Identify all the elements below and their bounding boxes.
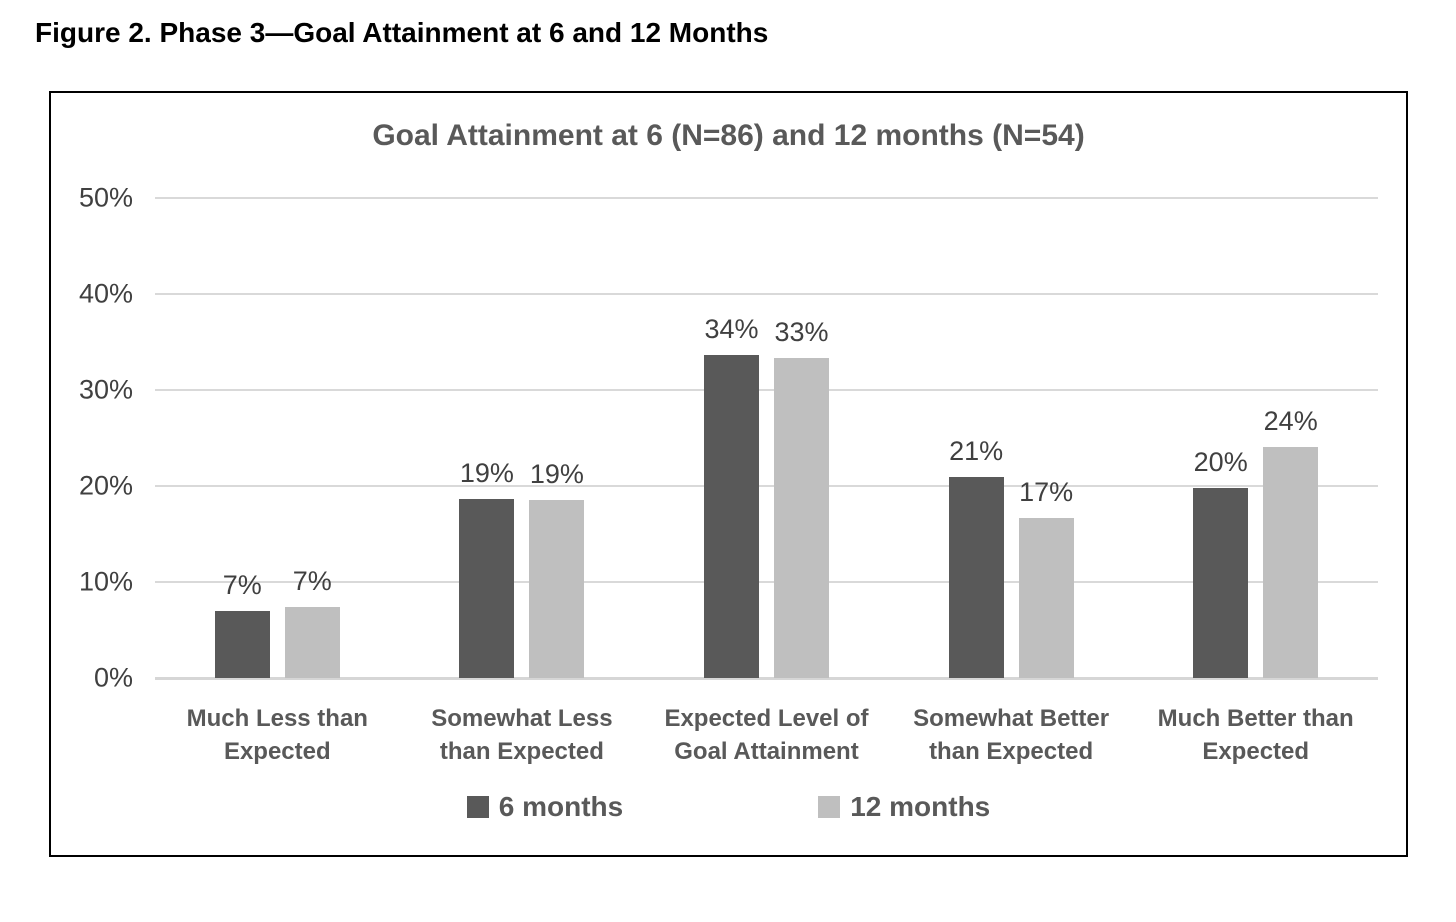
- legend-swatch: [466, 796, 489, 818]
- bar-group: 19% 19% Somewhat Less than Expected: [400, 198, 645, 765]
- category-label: Expected Level of Goal Attainment: [664, 705, 869, 765]
- bar-6-months: [703, 354, 759, 678]
- bar-12-months: [1263, 446, 1319, 678]
- category-label: Somewhat Less than Expected: [431, 705, 613, 765]
- y-axis-tick-label: 20%: [78, 470, 133, 501]
- y-axis-tick-label: 10%: [78, 566, 133, 597]
- gridline: [155, 581, 1378, 583]
- gridline: [155, 389, 1378, 391]
- data-label: 34%: [704, 313, 759, 344]
- gridline: [155, 485, 1378, 487]
- legend: 6 months 12 months: [51, 791, 1406, 823]
- data-label: 7%: [222, 569, 262, 600]
- bar-12-months: [1018, 517, 1074, 678]
- chart-title: Goal Attainment at 6 (N=86) and 12 month…: [372, 119, 1085, 152]
- y-axis-tick-label: 30%: [78, 374, 133, 405]
- bar-group: 21% 17% Somewhat Better than Expected: [889, 198, 1134, 765]
- bar-12-months: [529, 500, 585, 678]
- data-label: 33%: [774, 317, 829, 348]
- category-label: Much Less than Expected: [186, 705, 368, 765]
- y-axis-tick-label: 40%: [78, 278, 133, 309]
- bar-12-months: [284, 607, 340, 678]
- data-label: 20%: [1193, 446, 1248, 477]
- bar-group: 34% 33% Expected Level of Goal Attainment: [644, 198, 889, 766]
- data-label: 19%: [529, 459, 584, 490]
- gridline: [155, 197, 1378, 199]
- data-label: 21%: [949, 436, 1004, 467]
- y-axis-tick-label: 50%: [78, 182, 133, 213]
- bar-6-months: [948, 477, 1004, 678]
- bar-6-months: [459, 499, 515, 678]
- bar-6-months: [214, 610, 270, 678]
- data-label: 17%: [1019, 476, 1074, 507]
- gridline: [155, 293, 1378, 295]
- plot-area: 0% 10% 20% 30% 40% 50% 7% 7% Much Less than Expe…: [79, 183, 1378, 766]
- x-axis-line: [155, 677, 1378, 680]
- data-label: 7%: [292, 566, 332, 596]
- legend-item: 6 months: [466, 791, 624, 823]
- chart-frame: Goal Attainment at 6 (N=86) and 12 month…: [49, 91, 1408, 857]
- y-axis-tick-label: 0%: [93, 662, 133, 693]
- legend-label: 6 months: [498, 791, 624, 822]
- data-label: 19%: [459, 458, 514, 489]
- data-label: 24%: [1263, 405, 1318, 436]
- bar-group: 20% 24% Much Better than Expected: [1133, 198, 1378, 765]
- bar-group: 7% 7% Much Less than Expected: [155, 198, 400, 765]
- figure-caption: Figure 2. Phase 3—Goal Attainment at 6 a…: [35, 17, 769, 48]
- category-label: Much Better than Expected: [1157, 705, 1354, 765]
- legend-swatch: [818, 796, 841, 818]
- legend-item: 12 months: [818, 791, 990, 823]
- category-label: Somewhat Better than Expected: [913, 705, 1110, 765]
- bar-6-months: [1193, 487, 1249, 678]
- bar-12-months: [773, 358, 829, 678]
- legend-label: 12 months: [850, 791, 991, 822]
